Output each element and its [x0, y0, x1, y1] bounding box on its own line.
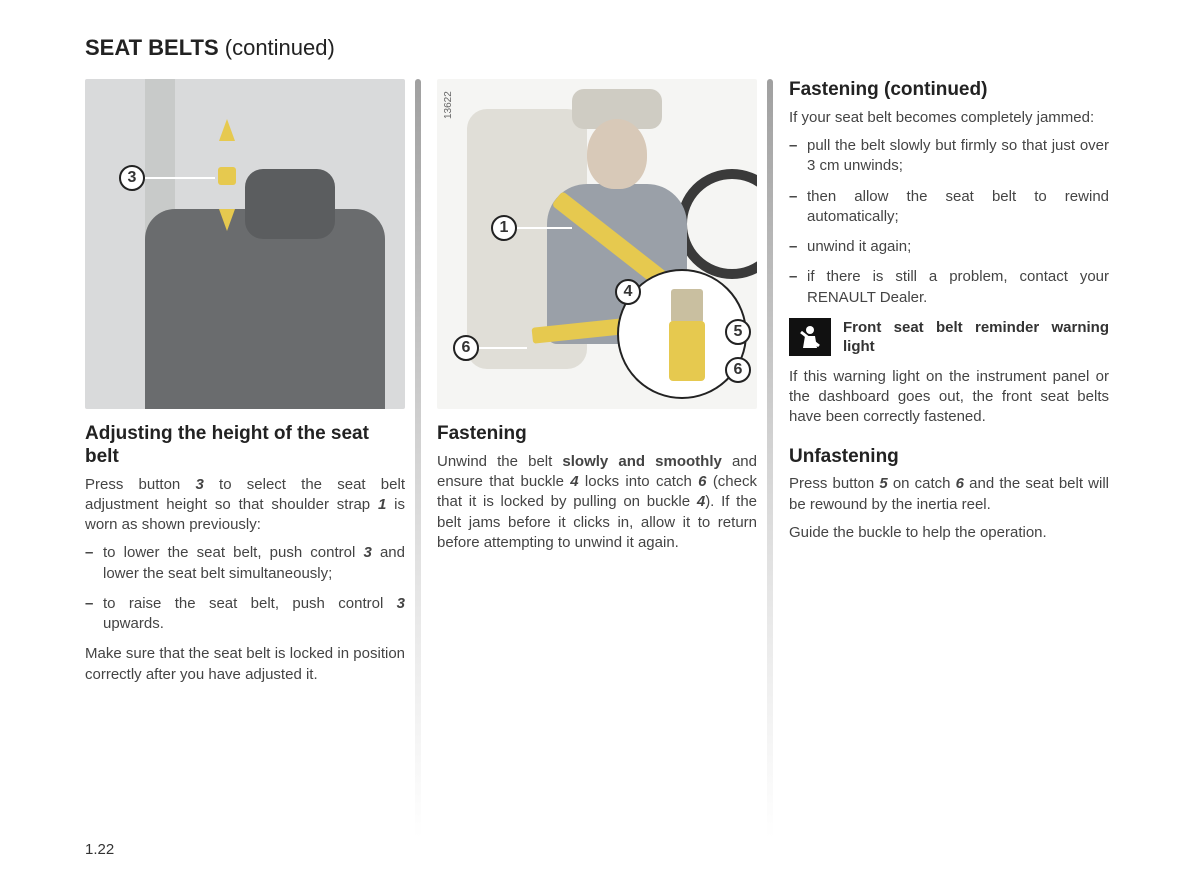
heading-adjusting: Adjusting the height of the seat belt [85, 423, 405, 469]
col2-p1: Unwind the belt slowly and smoothly and … [437, 452, 757, 553]
callout-3: 3 [119, 165, 145, 191]
callout-5: 5 [725, 319, 751, 345]
col1-list: to lower the seat belt, push control 3 a… [85, 543, 405, 634]
ref-3: 3 [195, 476, 203, 493]
arrow-down-icon [219, 209, 235, 231]
ref-5: 5 [879, 475, 887, 492]
column-divider [415, 79, 421, 839]
list-item: then allow the seat belt to rewind autom… [789, 187, 1109, 228]
t: Unwind the belt [437, 453, 562, 470]
column-2: 13622 1 6 4 5 6 Fastening Unwind the bel… [437, 79, 757, 693]
heading-unfastening: Unfastening [789, 446, 1109, 469]
seatbelt-warning-icon [789, 318, 831, 356]
ref-6: 6 [956, 475, 964, 492]
callout-6: 6 [453, 335, 479, 361]
list-item: to lower the seat belt, push control 3 a… [85, 543, 405, 584]
callout-1: 1 [491, 215, 517, 241]
t: Press button [789, 475, 879, 492]
col3-p4: Guide the buckle to help the operation. [789, 523, 1109, 543]
callout-4: 4 [615, 279, 641, 305]
page-title: SEAT BELTS (continued) [85, 35, 1120, 61]
belt-anchor-icon [218, 167, 236, 185]
callout-line [145, 177, 215, 179]
steering-wheel-shape [677, 169, 757, 279]
t: upwards. [103, 615, 164, 632]
ref-3: 3 [397, 595, 405, 612]
list-item: unwind it again; [789, 237, 1109, 257]
t: to raise the seat belt, push control [103, 595, 397, 612]
emph: slowly and smoothly [562, 453, 721, 470]
list-item: to raise the seat belt, push control 3 u… [85, 594, 405, 635]
buckle-body-shape [669, 321, 705, 381]
callout-6b: 6 [725, 357, 751, 383]
headrest-shape [245, 169, 335, 239]
t: locks into catch [579, 473, 699, 490]
person-head-shape [587, 119, 647, 189]
column-3: Fastening (continued) If your seat belt … [789, 79, 1109, 693]
heading-fastening: Fastening [437, 423, 757, 446]
col1-p2: Make sure that the seat belt is locked i… [85, 644, 405, 685]
col3-p1: If your seat belt becomes completely jam… [789, 108, 1109, 128]
ref-4: 4 [570, 473, 578, 490]
callout-line [479, 347, 527, 349]
figure-ref-number: 13622 [443, 91, 454, 119]
title-main: SEAT BELTS [85, 35, 219, 60]
col1-p1: Press button 3 to select the seat belt a… [85, 475, 405, 536]
buckle-tongue-shape [671, 289, 703, 323]
page-number: 1.22 [85, 841, 114, 858]
col3-p3: Press button 5 on catch 6 and the seat b… [789, 474, 1109, 515]
heading-fastening-cont: Fastening (continued) [789, 79, 1109, 102]
warning-light-label: Front seat belt reminder warning light [843, 318, 1109, 357]
callout-line [517, 227, 572, 229]
columns: 3 Adjusting the height of the seat belt … [85, 79, 1120, 693]
figure-height-adjust: 3 [85, 79, 405, 409]
arrow-up-icon [219, 119, 235, 141]
seat-shape [145, 209, 385, 409]
column-1: 3 Adjusting the height of the seat belt … [85, 79, 405, 693]
col3-list: pull the belt slowly but firmly so that … [789, 136, 1109, 308]
list-item: pull the belt slowly but firmly so that … [789, 136, 1109, 177]
col3-p2: If this warning light on the instrument … [789, 367, 1109, 428]
title-continued: (continued) [219, 35, 335, 60]
list-item: if there is still a problem, contact you… [789, 267, 1109, 308]
t: to lower the seat belt, push control [103, 544, 363, 561]
warning-light-box: Front seat belt reminder warning light [789, 318, 1109, 357]
ref-4: 4 [697, 493, 705, 510]
column-divider [767, 79, 773, 839]
t: on catch [888, 475, 956, 492]
ref-3: 3 [363, 544, 371, 561]
t: Press button [85, 476, 195, 493]
figure-fastening: 13622 1 6 4 5 6 [437, 79, 757, 409]
